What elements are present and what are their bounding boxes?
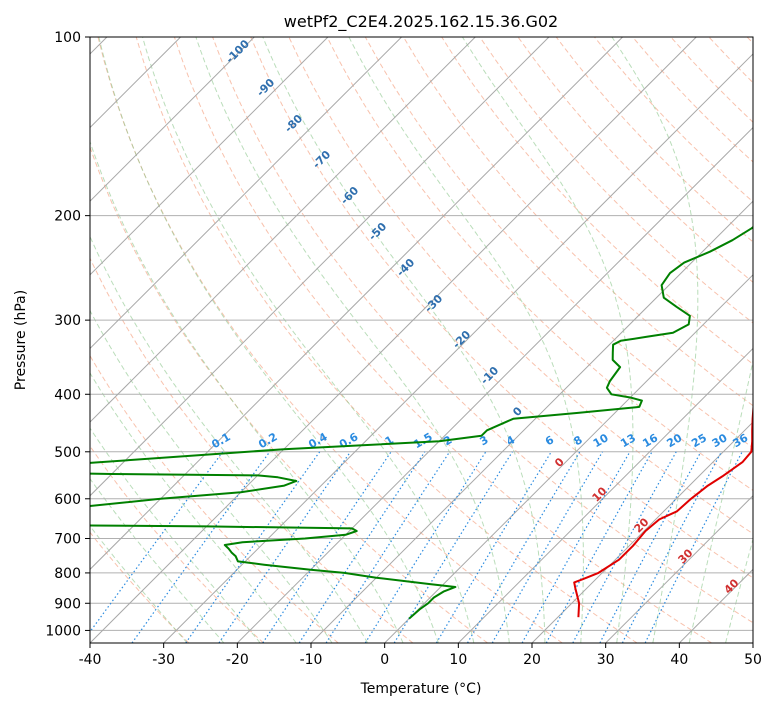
- dry-adiabat: [479, 37, 753, 324]
- mixing-ratio-line: [90, 451, 224, 633]
- dry-adiabat: [173, 37, 712, 643]
- mixing-ratio-line: [644, 451, 743, 643]
- chart-title: wetPf2_C2E4.2025.162.15.36.G02: [284, 12, 558, 32]
- moist-adiabat: [725, 537, 753, 643]
- isotherm-line: [236, 126, 753, 643]
- mixing-ratio-line: [572, 451, 677, 643]
- moist-adiabat: [142, 37, 475, 643]
- mixing-ratio-line: [218, 451, 351, 643]
- isotherm-line: [605, 495, 753, 643]
- plot-frame: [89, 36, 754, 644]
- moist-adiabat: [195, 37, 510, 643]
- dry-adiabat: [250, 37, 753, 579]
- moist-adiabat: [90, 477, 225, 643]
- profiles: [90, 225, 753, 620]
- isotherm-line: [384, 274, 753, 643]
- mixing-ratio-line: [364, 451, 487, 643]
- temperature-profile-line: [573, 405, 753, 618]
- dry-adiabat: [135, 37, 638, 643]
- isotherm-line: [457, 347, 753, 643]
- x-tick-label: -40: [79, 652, 102, 668]
- mixing-ratio-line: [185, 451, 321, 643]
- y-tick-label: 400: [54, 387, 81, 403]
- dry-adiabat: [326, 37, 753, 492]
- moist-adiabat: [90, 309, 333, 643]
- dry-adiabat: [403, 37, 753, 407]
- dry-adiabat: [90, 531, 190, 643]
- moist-adiabat: [262, 37, 546, 643]
- isotherm-line: [90, 37, 329, 276]
- mixing-ratio-line: [262, 451, 392, 643]
- x-tick-label: 30: [597, 652, 615, 668]
- moist-adiabat: [90, 235, 369, 643]
- dewpoint-profile-line: [90, 225, 753, 620]
- y-tick-label: 100: [54, 30, 81, 46]
- x-tick-label: 10: [449, 652, 467, 668]
- y-tick-label: 600: [54, 492, 81, 508]
- moist-adiabat: [90, 140, 404, 643]
- dry-adiabat: [517, 37, 753, 283]
- y-tick-label: 500: [54, 445, 81, 461]
- mixing-ratio-line: [298, 451, 426, 643]
- x-tick-label: -10: [300, 652, 323, 668]
- isotherm-line: [90, 37, 623, 571]
- moist-adiabat: [348, 37, 584, 643]
- isotherm-line: [90, 37, 402, 350]
- dry-adiabat: [212, 37, 753, 624]
- moist-adiabat: [90, 372, 297, 643]
- mixing-ratio-line: [599, 451, 702, 643]
- x-tick-label: 0: [380, 652, 389, 668]
- y-tick-label: 200: [54, 209, 81, 225]
- mixing-ratio-line: [521, 451, 631, 643]
- axis-ticks: -40 -30 -20 -10 0 10 20 30 40 50 100 200 300 400 500 60…: [45, 30, 762, 668]
- y-axis-label: Pressure (hPa): [13, 290, 29, 390]
- dry-adiabat: [90, 145, 488, 643]
- mixing-ratio-line: [435, 451, 552, 643]
- isotherm-line: [531, 421, 753, 643]
- y-tick-label: 800: [54, 566, 81, 582]
- x-axis-label: Temperature (°C): [360, 681, 482, 697]
- dry-adiabat: [90, 354, 339, 643]
- isotherm-line: [90, 37, 255, 202]
- mixing-ratio-line: [545, 451, 653, 643]
- mixing-ratio-line: [131, 451, 271, 643]
- dry-adiabat: [90, 445, 264, 643]
- x-tick-label: 20: [523, 652, 541, 668]
- isotherm-line: [310, 200, 753, 643]
- isotherm-line: [90, 37, 697, 643]
- x-tick-label: -30: [152, 652, 175, 668]
- y-tick-label: 900: [54, 596, 81, 612]
- background-lines: [90, 37, 753, 643]
- moist-adiabat: [688, 358, 753, 643]
- isotherm-line: [90, 37, 476, 423]
- moist-adiabat: [98, 37, 439, 643]
- moist-adiabat: [611, 37, 699, 643]
- x-tick-label: 50: [744, 652, 762, 668]
- y-tick-label: 700: [54, 532, 81, 548]
- x-tick-label: 40: [670, 652, 688, 668]
- y-tick-label: 1000: [45, 623, 81, 639]
- moist-adiabat: [90, 427, 261, 643]
- isotherm-line: [163, 53, 753, 643]
- y-tick-label: 300: [54, 313, 81, 329]
- dry-adiabat: [97, 37, 563, 643]
- x-tick-label: -20: [226, 652, 249, 668]
- isotherm-line: [90, 37, 550, 497]
- mixing-ratio-line: [325, 451, 451, 643]
